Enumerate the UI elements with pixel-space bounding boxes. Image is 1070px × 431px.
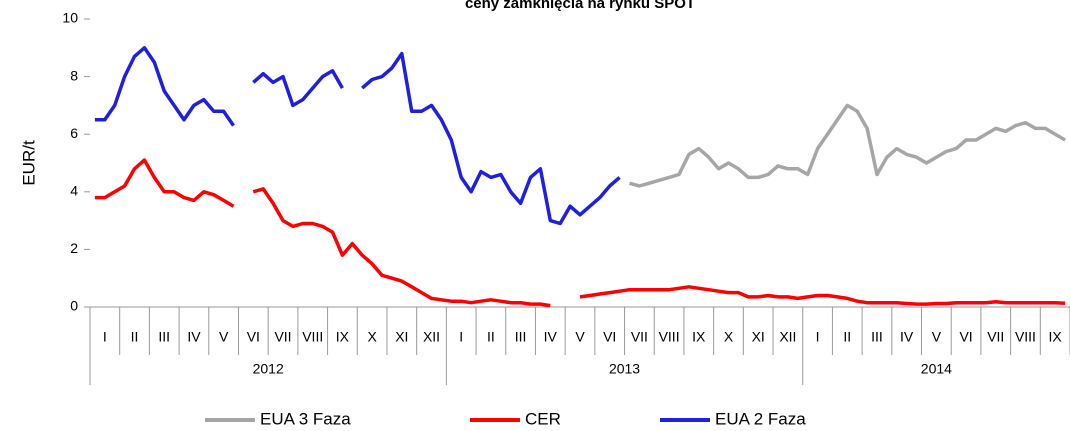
x-tick-label: VIII bbox=[302, 329, 323, 345]
x-tick-label: III bbox=[871, 329, 883, 345]
x-tick-label: VIII bbox=[1015, 329, 1036, 345]
x-tick-label: I bbox=[816, 329, 820, 345]
x-tick-label: VII bbox=[987, 329, 1004, 345]
x-tick-label: X bbox=[724, 329, 734, 345]
series-line bbox=[94, 158, 1066, 308]
x-tick-label: VII bbox=[631, 329, 648, 345]
x-tick-label: II bbox=[487, 329, 495, 345]
y-tick-label: 8 bbox=[70, 67, 78, 83]
x-tick-label: VI bbox=[247, 329, 260, 345]
x-tick-label: IX bbox=[1049, 329, 1063, 345]
y-tick-label: 4 bbox=[70, 183, 78, 199]
series-line bbox=[629, 103, 1066, 188]
x-tick-label: VII bbox=[274, 329, 291, 345]
x-tick-label: III bbox=[515, 329, 527, 345]
x-tick-label: II bbox=[843, 329, 851, 345]
x-tick-label: V bbox=[219, 329, 229, 345]
x-tick-label: XII bbox=[779, 329, 796, 345]
x-tick-label: IV bbox=[900, 329, 914, 345]
x-tick-label: IV bbox=[544, 329, 558, 345]
x-tick-label: V bbox=[575, 329, 585, 345]
x-tick-label: XI bbox=[395, 329, 408, 345]
x-tick-label: IX bbox=[336, 329, 350, 345]
x-tick-label: V bbox=[932, 329, 942, 345]
x-tick-label: III bbox=[158, 329, 170, 345]
x-tick-label: I bbox=[103, 329, 107, 345]
x-tick-label: XI bbox=[752, 329, 765, 345]
legend-label: CER bbox=[525, 409, 561, 428]
y-tick-label: 10 bbox=[62, 10, 78, 26]
legend-label: EUA 2 Faza bbox=[715, 409, 806, 428]
year-label: 2013 bbox=[609, 361, 640, 377]
x-tick-label: IV bbox=[187, 329, 201, 345]
x-tick-label: VI bbox=[603, 329, 616, 345]
x-tick-label: VI bbox=[959, 329, 972, 345]
x-tick-label: I bbox=[459, 329, 463, 345]
year-label: 2014 bbox=[921, 361, 952, 377]
y-axis-label: EUR/t bbox=[19, 140, 38, 186]
y-tick-label: 2 bbox=[70, 240, 78, 256]
y-tick-label: 6 bbox=[70, 125, 78, 141]
x-tick-label: X bbox=[367, 329, 377, 345]
y-tick-label: 0 bbox=[70, 298, 78, 314]
chart-title: ceny zamknięcia na rynku SPOT bbox=[465, 0, 695, 12]
legend-label: EUA 3 Faza bbox=[260, 409, 351, 428]
x-tick-label: II bbox=[131, 329, 139, 345]
x-tick-label: XII bbox=[423, 329, 440, 345]
x-tick-label: VIII bbox=[659, 329, 680, 345]
x-tick-label: IX bbox=[692, 329, 706, 345]
series-line bbox=[94, 46, 621, 226]
year-label: 2012 bbox=[253, 361, 284, 377]
